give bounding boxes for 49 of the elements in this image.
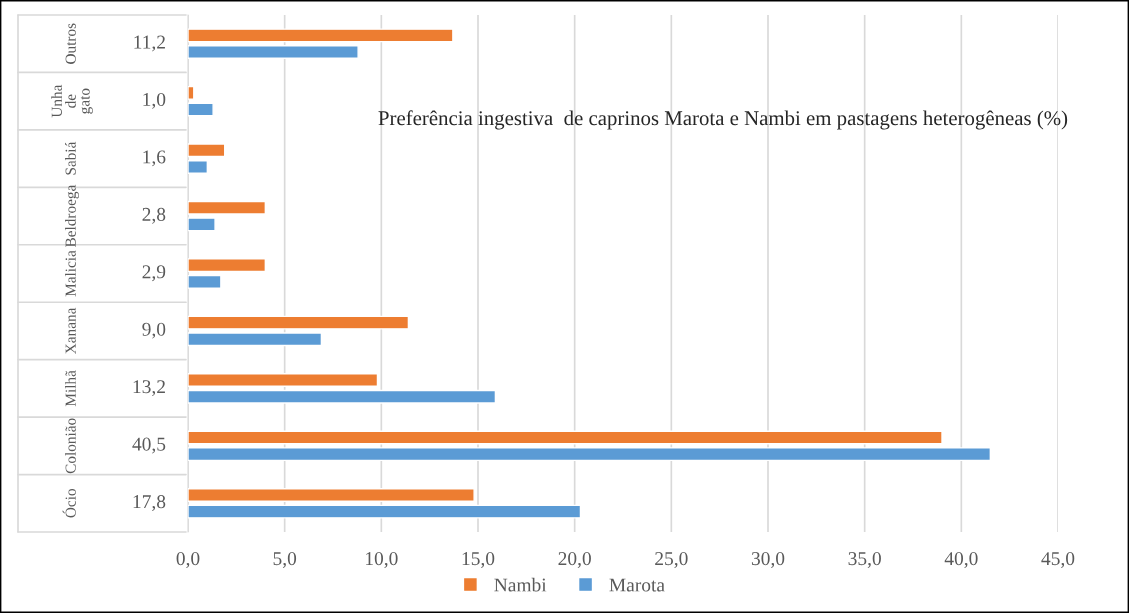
legend-label: Marota — [609, 578, 665, 592]
text: 1,0 — [143, 92, 166, 109]
bar — [188, 430, 943, 445]
bar — [188, 274, 222, 289]
bar — [188, 373, 379, 388]
y-tick-label: Malicia — [65, 250, 76, 297]
y-tick-label: Outros — [65, 23, 76, 64]
bar — [188, 447, 992, 462]
x-tick-label: 25,0 — [655, 552, 688, 568]
y-tick-label: Xanana — [65, 307, 76, 354]
x-tick-label: 45,0 — [1041, 552, 1075, 568]
x-tick-label: 0,0 — [176, 552, 200, 568]
y-tick-label: Colonião — [65, 418, 76, 474]
y-tick-label: Ócio — [62, 489, 76, 518]
text: 2,8 — [142, 207, 166, 224]
bar — [188, 217, 216, 232]
bar — [188, 45, 359, 59]
x-tick-label: 40,0 — [944, 552, 978, 568]
bar — [188, 102, 214, 117]
bar — [188, 159, 209, 174]
bar — [188, 389, 497, 404]
text: 1,6 — [143, 150, 166, 167]
text: 17,8 — [133, 495, 166, 511]
text: Preferência ingestiva de caprinos Marota e Nambi em pastagens heterogêneas (%) — [378, 110, 1068, 130]
y-tick-label: Sabiá — [65, 141, 76, 175]
bar — [188, 200, 267, 215]
bar — [188, 85, 195, 100]
bar — [188, 504, 582, 519]
y-tick-label: Unha de gato — [51, 84, 93, 118]
x-tick-label: 5,0 — [273, 552, 297, 568]
x-tick-label: 35,0 — [848, 552, 881, 568]
text: 9,0 — [142, 322, 166, 339]
y-tick-label: Milhã — [65, 370, 76, 407]
x-tick-label: 20,0 — [558, 552, 591, 568]
bar — [188, 28, 454, 43]
bar — [188, 143, 226, 158]
x-tick-label: 15,0 — [462, 552, 495, 568]
bar — [188, 315, 410, 330]
text: 40,5 — [132, 437, 166, 454]
bar — [188, 258, 267, 273]
legend-label: Nambi — [494, 577, 547, 592]
x-tick-label: 10,0 — [366, 552, 398, 568]
y-tick-label: Beldroega — [65, 184, 79, 248]
text: 11,2 — [134, 35, 165, 52]
bar — [188, 332, 323, 347]
x-tick-label: 30,0 — [751, 552, 785, 568]
text: 2,9 — [142, 265, 166, 282]
text: 13,2 — [133, 380, 165, 397]
bar — [188, 488, 475, 502]
